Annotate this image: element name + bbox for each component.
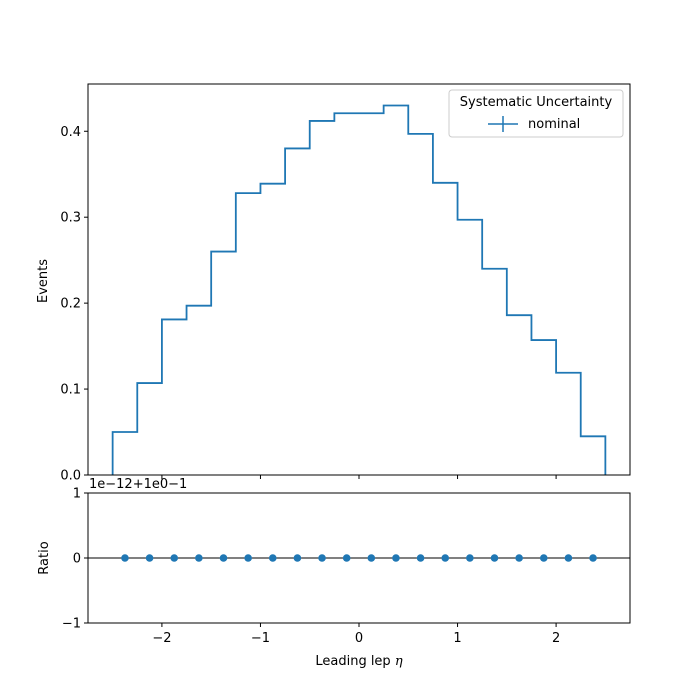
ratio-point	[121, 554, 129, 562]
main-plot-area	[88, 84, 630, 475]
legend-marker-nominal	[488, 116, 518, 132]
ratio-y-tick-label: −1	[62, 617, 81, 632]
x-axis-label-eta-symbol: η	[395, 654, 403, 669]
ratio-y-axis-label: Ratio	[37, 541, 52, 574]
legend-box	[448, 89, 624, 138]
histogram-line-nominal	[111, 104, 607, 475]
x-axis-label-text: Leading lep	[315, 654, 394, 669]
main-y-axis-label: Events	[36, 259, 51, 303]
x-axis: −2 −1 0 1 2	[152, 623, 560, 646]
x-tick-label: 2	[552, 631, 560, 646]
x-tick-label: 1	[453, 631, 461, 646]
main-plot-panel: 0.0 0.1 0.2 0.3 0.4 Events Systematic Uncert…	[36, 83, 631, 484]
main-y-tick-label: 0.0	[60, 469, 81, 484]
ratio-point	[515, 554, 523, 562]
main-y-tick-label: 0.2	[60, 297, 81, 312]
ratio-point	[416, 554, 425, 562]
ratio-points-layer	[121, 554, 597, 562]
main-y-axis: 0.0 0.1 0.2 0.3 0.4	[60, 125, 88, 484]
main-x-ticks	[161, 475, 557, 479]
ratio-plot-panel: −1 0 1 −2 −1 0 1 2 1e−12+1e0−1 Ratio Leading l…	[37, 477, 631, 669]
ratio-point	[392, 554, 400, 562]
ratio-y-axis: −1 0 1	[62, 487, 88, 632]
ratio-point	[342, 554, 351, 562]
main-y-tick-label: 0.3	[60, 211, 81, 226]
ratio-point	[539, 554, 548, 562]
x-tick-label: −2	[152, 631, 171, 646]
legend: Systematic Uncertainty nominal	[448, 89, 624, 138]
ratio-point	[367, 554, 376, 562]
main-y-tick-label: 0.4	[60, 125, 81, 140]
main-y-tick-label: 0.1	[60, 383, 81, 398]
x-axis-label: Leading lep η	[315, 654, 402, 669]
ratio-point	[441, 554, 450, 562]
ratio-point	[145, 554, 154, 562]
legend-title: Systematic Uncertainty	[460, 95, 613, 110]
legend-entry-nominal: nominal	[528, 117, 580, 132]
ratio-point	[293, 554, 302, 562]
ratio-y-tick-label: 1	[73, 487, 81, 502]
ratio-point	[564, 554, 573, 562]
x-tick-label: −1	[251, 631, 270, 646]
ratio-point	[268, 554, 277, 562]
ratio-point	[589, 554, 597, 562]
ratio-point	[466, 554, 474, 562]
ratio-point	[170, 554, 179, 562]
ratio-offset-text: 1e−12+1e0−1	[89, 477, 187, 492]
main-histogram-layer	[111, 104, 607, 475]
ratio-point	[490, 554, 499, 562]
ratio-point	[318, 554, 326, 562]
ratio-y-tick-label: 0	[73, 552, 81, 567]
ratio-point	[195, 554, 203, 562]
x-tick-label: 0	[355, 631, 363, 646]
ratio-point	[244, 554, 252, 562]
ratio-point	[219, 554, 228, 562]
